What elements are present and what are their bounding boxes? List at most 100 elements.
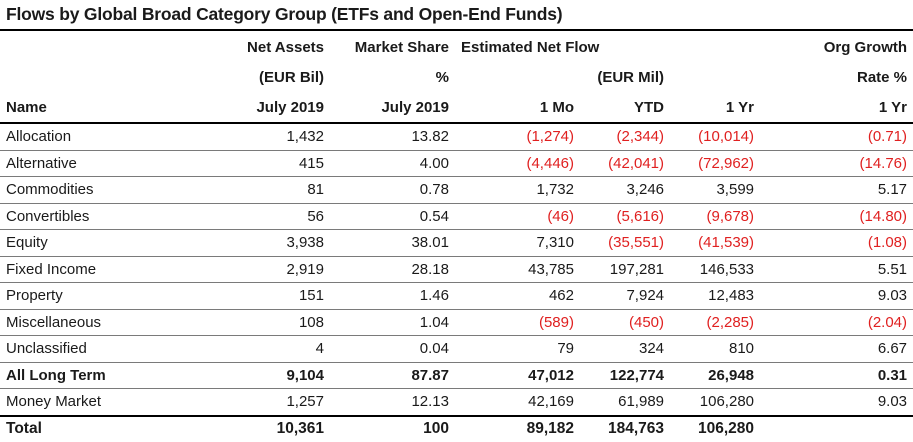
header-ytd: YTD (580, 92, 670, 123)
cell-1yr: 12,483 (670, 283, 760, 310)
cell-1yr: 810 (670, 336, 760, 363)
cell-market-share: 0.54 (330, 203, 455, 230)
cell-org-growth: (1.08) (760, 230, 913, 257)
cell-ytd: 197,281 (580, 256, 670, 283)
cell-1yr: (72,962) (670, 150, 760, 177)
header-market-share-unit: % (330, 62, 455, 92)
table-title: Flows by Global Broad Category Group (ET… (6, 4, 562, 25)
cell-ytd: (450) (580, 309, 670, 336)
title-rule (0, 29, 913, 31)
cell-market-share: 0.04 (330, 336, 455, 363)
cell-1mo: 43,785 (455, 256, 580, 283)
cell-1mo: 42,169 (455, 389, 580, 416)
cell-net-assets: 151 (215, 283, 330, 310)
cell-1mo: (4,446) (455, 150, 580, 177)
cell-org-growth: 5.51 (760, 256, 913, 283)
cell-org-growth: 9.03 (760, 283, 913, 310)
cell-1yr: (2,285) (670, 309, 760, 336)
cell-org-growth: (2.04) (760, 309, 913, 336)
header-net-assets-date: July 2019 (215, 92, 330, 123)
header-name: Name (0, 92, 215, 123)
cell-ytd: (35,551) (580, 230, 670, 257)
cell-market-share: 1.04 (330, 309, 455, 336)
cell-1yr: (9,678) (670, 203, 760, 230)
cell-net-assets: 1,432 (215, 123, 330, 150)
cell-net-assets: 56 (215, 203, 330, 230)
cell-name: All Long Term (0, 362, 215, 389)
cell-1yr: 106,280 (670, 416, 760, 442)
flows-table-figure: Flows by Global Broad Category Group (ET… (0, 0, 913, 425)
header-row-2: (EUR Bil) % (EUR Mil) Rate % (0, 62, 913, 92)
cell-net-assets: 81 (215, 177, 330, 204)
cell-1yr: 26,948 (670, 362, 760, 389)
cell-1mo: 462 (455, 283, 580, 310)
header-row-1: Net Assets Market Share Estimated Net Fl… (0, 32, 913, 62)
cell-1mo: 79 (455, 336, 580, 363)
cell-ytd: (2,344) (580, 123, 670, 150)
cell-net-assets: 4 (215, 336, 330, 363)
header-empty-3 (0, 62, 215, 92)
header-market-share-date: July 2019 (330, 92, 455, 123)
header-net-assets: Net Assets (215, 32, 330, 62)
cell-name: Property (0, 283, 215, 310)
cell-1mo: (46) (455, 203, 580, 230)
cell-name: Money Market (0, 389, 215, 416)
header-empty-4 (455, 62, 580, 92)
cell-1mo: 1,732 (455, 177, 580, 204)
header-org-growth-unit: Rate % (760, 62, 913, 92)
cell-name: Unclassified (0, 336, 215, 363)
cell-net-assets: 9,104 (215, 362, 330, 389)
cell-org-growth (760, 416, 913, 442)
cell-name: Miscellaneous (0, 309, 215, 336)
cell-market-share: 13.82 (330, 123, 455, 150)
cell-ytd: 3,246 (580, 177, 670, 204)
header-1yr: 1 Yr (670, 92, 760, 123)
cell-net-assets: 2,919 (215, 256, 330, 283)
header-row-3: Name July 2019 July 2019 1 Mo YTD 1 Yr 1… (0, 92, 913, 123)
cell-name: Alternative (0, 150, 215, 177)
cell-net-assets: 10,361 (215, 416, 330, 442)
cell-org-growth: (14.80) (760, 203, 913, 230)
cell-org-growth: 6.67 (760, 336, 913, 363)
cell-org-growth: 9.03 (760, 389, 913, 416)
cell-1mo: 89,182 (455, 416, 580, 442)
cell-ytd: (5,616) (580, 203, 670, 230)
cell-name: Equity (0, 230, 215, 257)
cell-market-share: 100 (330, 416, 455, 442)
header-est-net-flow: Estimated Net Flow (455, 32, 670, 62)
header-net-assets-unit: (EUR Bil) (215, 62, 330, 92)
cell-market-share: 28.18 (330, 256, 455, 283)
cell-ytd: 7,924 (580, 283, 670, 310)
cell-net-assets: 108 (215, 309, 330, 336)
cell-ytd: 122,774 (580, 362, 670, 389)
cell-org-growth: 5.17 (760, 177, 913, 204)
header-est-net-flow-unit: (EUR Mil) (580, 62, 670, 92)
cell-1mo: (589) (455, 309, 580, 336)
cell-name: Convertibles (0, 203, 215, 230)
cell-net-assets: 3,938 (215, 230, 330, 257)
cell-1mo: 47,012 (455, 362, 580, 389)
cell-1yr: (41,539) (670, 230, 760, 257)
cell-1yr: (10,014) (670, 123, 760, 150)
flows-table: Net Assets Market Share Estimated Net Fl… (0, 32, 913, 442)
cell-market-share: 87.87 (330, 362, 455, 389)
header-org-1yr: 1 Yr (760, 92, 913, 123)
cell-name: Total (0, 416, 215, 442)
cell-1mo: (1,274) (455, 123, 580, 150)
cell-net-assets: 415 (215, 150, 330, 177)
cell-1yr: 3,599 (670, 177, 760, 204)
cell-market-share: 0.78 (330, 177, 455, 204)
cell-org-growth: (14.76) (760, 150, 913, 177)
header-market-share: Market Share (330, 32, 455, 62)
